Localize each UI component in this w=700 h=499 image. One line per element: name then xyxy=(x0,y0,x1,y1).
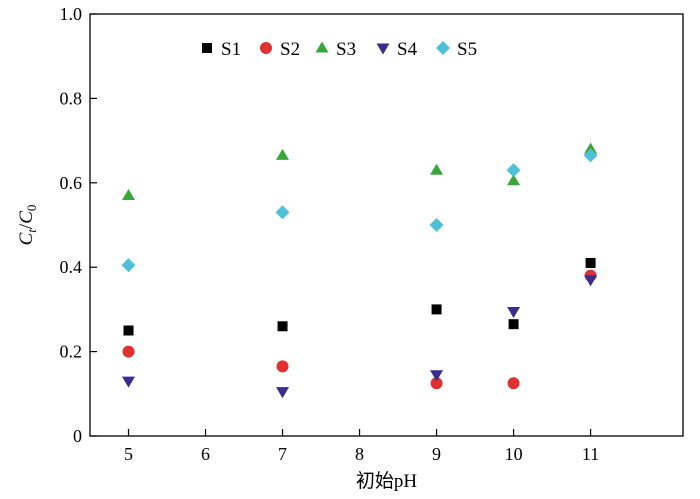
x-axis-title: 初始pH xyxy=(356,470,418,492)
data-point xyxy=(122,345,135,358)
data-point xyxy=(121,258,136,273)
data-point xyxy=(507,174,521,186)
x-tick-label: 10 xyxy=(505,444,523,464)
data-point xyxy=(122,376,136,388)
legend-marker xyxy=(376,43,390,55)
data-point xyxy=(123,325,134,336)
series-s3 xyxy=(122,142,598,201)
plot-border xyxy=(89,13,684,437)
y-title-c1: C xyxy=(16,232,37,245)
y-tick-label: 0.2 xyxy=(60,342,83,362)
legend-item: S5 xyxy=(436,39,477,60)
y-title-sub-t: t xyxy=(24,229,39,233)
x-tick-label: 11 xyxy=(582,444,599,464)
x-tick-label: 5 xyxy=(124,444,133,464)
series-s4 xyxy=(122,275,598,399)
data-point xyxy=(430,377,443,390)
legend: S1 S2 S3 S4 S5 xyxy=(202,39,477,60)
x-tick-label: 7 xyxy=(278,444,287,464)
x-tick-label: 6 xyxy=(201,444,210,464)
x-tick-label: 8 xyxy=(355,444,364,464)
data-point xyxy=(583,148,598,163)
data-point xyxy=(277,321,288,332)
legend-item: S4 xyxy=(376,39,418,60)
data-point xyxy=(429,218,444,232)
data-point xyxy=(276,360,289,373)
data-point xyxy=(122,188,136,201)
data-point xyxy=(584,275,598,287)
data-point xyxy=(508,319,519,330)
legend-marker xyxy=(260,42,272,54)
legend-marker xyxy=(315,41,329,53)
plot-frame xyxy=(89,13,684,437)
x-tick-label: 9 xyxy=(432,444,441,464)
data-point xyxy=(430,370,444,382)
data-point xyxy=(276,148,290,160)
y-title-sub-0: 0 xyxy=(24,205,39,212)
legend-label: S4 xyxy=(397,39,418,60)
data-point xyxy=(506,163,521,178)
y-tick-label: 0.6 xyxy=(60,173,83,193)
legend-item: S3 xyxy=(315,39,356,60)
legend-label: S5 xyxy=(457,39,477,60)
y-axis: 0 0.2 0.4 0.6 0.8 1.0 xyxy=(60,4,97,446)
data-point xyxy=(507,306,521,319)
legend-label: S2 xyxy=(280,39,300,60)
data-series xyxy=(121,142,598,399)
y-tick-label: 0.8 xyxy=(60,88,83,108)
data-point xyxy=(276,387,290,399)
y-axis-title: Ct/C0 xyxy=(16,205,39,246)
data-point xyxy=(584,142,598,154)
y-title-c2: C xyxy=(16,211,37,224)
series-s5 xyxy=(121,148,598,273)
data-point xyxy=(275,205,290,220)
legend-marker xyxy=(436,41,450,55)
legend-label: S1 xyxy=(221,39,241,60)
data-point xyxy=(507,377,520,390)
legend-item: S2 xyxy=(260,39,300,60)
data-point xyxy=(431,304,442,315)
series-s2 xyxy=(122,269,597,390)
legend-label: S3 xyxy=(336,39,356,60)
y-tick-label: 0 xyxy=(73,426,82,446)
y-tick-label: 1.0 xyxy=(60,4,83,24)
legend-marker xyxy=(202,43,212,53)
series-s1 xyxy=(123,257,596,336)
y-title-slash: / xyxy=(16,223,37,229)
data-point xyxy=(430,163,444,175)
y-tick-label: 0.4 xyxy=(60,257,83,277)
data-point xyxy=(585,257,596,268)
x-axis: 5 6 7 8 9 10 11 xyxy=(124,429,599,464)
legend-item: S1 xyxy=(202,39,241,60)
